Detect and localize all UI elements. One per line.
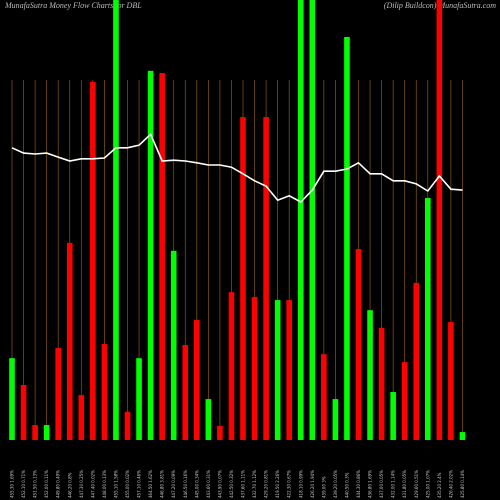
x-tick-label: 429.20 0.81% xyxy=(264,470,269,498)
bar xyxy=(9,358,15,440)
bar xyxy=(401,362,408,440)
bar xyxy=(20,385,27,440)
bar xyxy=(101,344,108,440)
bar xyxy=(344,36,350,441)
x-tick-label: 452.10 0.71% xyxy=(21,470,26,498)
bar xyxy=(124,411,131,440)
bar xyxy=(240,117,246,440)
x-tick-label: 447.40 0.02% xyxy=(90,470,95,498)
x-tick-label: 435.20 2.4% xyxy=(437,472,442,498)
bar xyxy=(205,399,212,440)
bar xyxy=(413,282,420,440)
x-tick-label: 457.10 0.46% xyxy=(137,470,142,498)
bars xyxy=(9,0,466,441)
bar xyxy=(390,392,396,440)
x-tick-label: 449.80 0.49% xyxy=(56,470,61,498)
bar xyxy=(274,300,281,440)
x-tick-label: 431.80 0.05% xyxy=(402,470,407,498)
bar xyxy=(147,70,154,440)
bar xyxy=(321,354,327,440)
bar xyxy=(66,242,73,440)
x-tick-label: 418.10 0.99% xyxy=(298,470,303,498)
bar xyxy=(228,292,235,440)
x-tick-label: 444.30 0.86% xyxy=(356,470,361,498)
x-tick-label: 464.50 1.62% xyxy=(148,470,153,498)
x-tick-label: 439.20 0.05% xyxy=(333,470,338,498)
x-tick-label: 443.60 0.31% xyxy=(206,470,211,498)
bar xyxy=(32,425,38,440)
x-tick-label: 446.50 0.16% xyxy=(183,470,188,498)
x-tick-label: 440.50 0.3% xyxy=(344,472,349,498)
x-tick-label: 448.00 0.13% xyxy=(102,470,107,498)
x-tick-label: 422.30 0.67% xyxy=(287,470,292,498)
bar xyxy=(309,0,316,440)
x-tick-label: 432.00 1.14% xyxy=(391,470,396,498)
bar xyxy=(43,425,50,440)
x-tick-label: 452.00 0.11% xyxy=(44,470,49,498)
bar xyxy=(182,344,189,440)
bar xyxy=(263,117,269,440)
bar xyxy=(297,0,304,440)
bar xyxy=(113,0,119,440)
grid xyxy=(11,80,463,440)
bar xyxy=(136,358,142,440)
bar xyxy=(286,300,292,440)
bar xyxy=(448,322,454,440)
x-tick-label: 446.80 3.81% xyxy=(160,470,165,498)
bar xyxy=(378,327,385,440)
x-tick-label: 426.20 1.94% xyxy=(310,470,315,498)
chart-title: MunafaSutra Money Flow Charts for DBL xyxy=(4,1,142,10)
bar xyxy=(78,395,85,440)
x-tick-label: 419.50 2.26% xyxy=(275,470,280,498)
bar xyxy=(355,249,362,440)
bar xyxy=(251,297,258,440)
x-tick-label: 439.00 3% xyxy=(321,476,326,498)
x-tick-label: 445.00 0.34% xyxy=(194,470,199,498)
x-tick-label: 447.20 0.09% xyxy=(171,470,176,498)
x-tick-label: 447.30 0.25% xyxy=(79,470,84,498)
x-tick-label: 437.60 1.11% xyxy=(241,470,246,498)
x-tick-label: 442.50 0.32% xyxy=(229,470,234,498)
x-tick-label: 455.30 1.69% xyxy=(10,470,15,498)
bar xyxy=(159,73,165,440)
x-tick-label: 425.00 1.07% xyxy=(425,470,430,498)
x-tick-label: 437.00 0.05% xyxy=(379,470,384,498)
bar xyxy=(217,425,223,440)
bar xyxy=(194,319,200,440)
bar xyxy=(459,432,466,440)
x-tick-label: 429.60 0.51% xyxy=(414,470,419,498)
x-tick-label: 425.80 0.14% xyxy=(460,470,465,498)
x-tick-label: 436.80 1.69% xyxy=(368,470,373,498)
x-tick-label: 446.20 0.8% xyxy=(67,472,72,498)
bar xyxy=(170,250,177,440)
x-tick-label: 455.10 1.58% xyxy=(113,470,118,498)
x-tick-label: 426.40 2.02% xyxy=(448,470,453,498)
bar xyxy=(436,0,443,440)
x-tick-label: 455.00 0.02% xyxy=(125,470,130,498)
bar xyxy=(90,81,96,440)
x-tick-label: 432.70 1.12% xyxy=(252,470,257,498)
x-tick-label: 443.90 0.07% xyxy=(217,470,222,498)
price-line xyxy=(11,132,463,203)
bar xyxy=(55,348,61,440)
bar xyxy=(332,399,339,440)
bar xyxy=(367,310,373,440)
bar xyxy=(425,198,431,440)
x-tick-label: 451.50 0.13% xyxy=(33,470,38,498)
